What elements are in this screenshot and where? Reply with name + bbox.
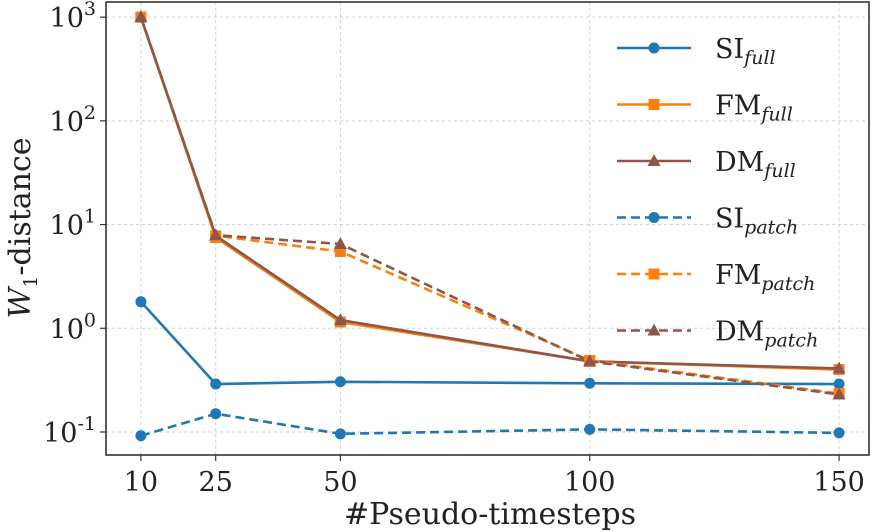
- data-point: [333, 313, 347, 326]
- data-point: [209, 228, 223, 241]
- y-tick-label: 10-1: [43, 413, 96, 449]
- legend-marker: [648, 42, 660, 54]
- legend-marker: [647, 323, 661, 336]
- y-tick-label: 103: [50, 0, 96, 34]
- data-point: [584, 423, 596, 435]
- legend-series-subscript: full: [759, 104, 792, 126]
- legend-label: FMfull: [715, 91, 793, 126]
- legend-item: DMpatch: [617, 317, 818, 352]
- legend-label: SIpatch: [715, 204, 798, 239]
- legend-series-name: SI: [715, 204, 744, 235]
- legend-series-subscript: full: [742, 47, 775, 69]
- data-point: [334, 428, 346, 440]
- x-tick-label: 150: [813, 467, 865, 498]
- grid: [106, 2, 869, 455]
- legend-series-name: FM: [715, 260, 761, 291]
- series-si-full: [135, 296, 845, 390]
- series-si-patch: [135, 408, 845, 442]
- y-tick-base: 10: [50, 107, 84, 138]
- series-dm-patch: [134, 10, 846, 400]
- x-tick-label: 25: [199, 467, 233, 498]
- legend-series-subscript: patch: [761, 273, 815, 295]
- data-point: [135, 296, 147, 308]
- plot-frame: [105, 1, 870, 456]
- data-point: [333, 236, 347, 249]
- data-point: [135, 430, 147, 442]
- y-tick-exponent: 0: [84, 309, 96, 331]
- legend-marker: [648, 212, 660, 223]
- y-tick-base: 10: [50, 3, 84, 34]
- data-point: [832, 387, 846, 400]
- series-layer: [134, 10, 846, 442]
- y-tick-exponent: -1: [77, 413, 96, 435]
- legend-series-name: SI: [715, 34, 744, 65]
- data-point: [334, 376, 346, 388]
- legend-series-subscript: full: [762, 160, 795, 182]
- y-tick-label: 100: [50, 309, 96, 345]
- x-axis-label: #Pseudo-timesteps: [344, 497, 636, 532]
- y-axis-label: W1-distance: [3, 137, 42, 318]
- y-tick-base: 10: [50, 314, 84, 345]
- data-point: [210, 408, 222, 420]
- data-point: [134, 10, 148, 23]
- x-tick-label: 50: [323, 467, 357, 498]
- x-tick-label: 100: [564, 467, 616, 498]
- legend-series-name: FM: [715, 91, 761, 122]
- legend-marker: [648, 268, 660, 280]
- y-tick-exponent: 2: [84, 102, 96, 124]
- y-tick-label: 102: [50, 102, 96, 138]
- data-point: [833, 378, 845, 390]
- legend-marker: [647, 154, 661, 166]
- legend-series-name: DM: [715, 147, 764, 178]
- y-tick-exponent: 3: [84, 0, 96, 20]
- legend-label: SIfull: [715, 34, 776, 69]
- legend-item: SIpatch: [617, 204, 798, 239]
- y-axis-label-rest: -distance: [3, 137, 38, 275]
- plot-background: [106, 2, 869, 455]
- legend-label: FMpatch: [715, 260, 815, 295]
- legend-item: SIfull: [617, 34, 776, 69]
- legend-series-name: DM: [715, 317, 764, 348]
- y-tick-exponent: 1: [84, 206, 96, 228]
- x-tick-label: 10: [124, 467, 158, 498]
- y-axis-label-sub: 1: [20, 276, 42, 288]
- y-tick-label: 101: [50, 206, 96, 242]
- y-tick-base: 10: [50, 211, 84, 242]
- data-point: [832, 361, 846, 374]
- data-point: [583, 354, 597, 367]
- y-axis-label-base: W: [3, 286, 38, 319]
- data-point: [334, 246, 346, 258]
- data-point: [584, 377, 596, 389]
- legend-item: DMfull: [617, 147, 796, 182]
- y-tick-base: 10: [43, 418, 77, 449]
- data-point: [833, 427, 845, 439]
- legend-series-subscript: patch: [744, 217, 798, 239]
- legend-series-subscript: patch: [764, 330, 818, 352]
- legend-label: DMfull: [715, 147, 796, 182]
- legend-label: DMpatch: [715, 317, 818, 352]
- legend-marker: [648, 99, 660, 110]
- data-point: [210, 378, 222, 390]
- x-axis-ticks: 10 25 50 100 150: [124, 455, 865, 498]
- legend-item: FMfull: [617, 91, 793, 126]
- legend-item: FMpatch: [617, 260, 815, 295]
